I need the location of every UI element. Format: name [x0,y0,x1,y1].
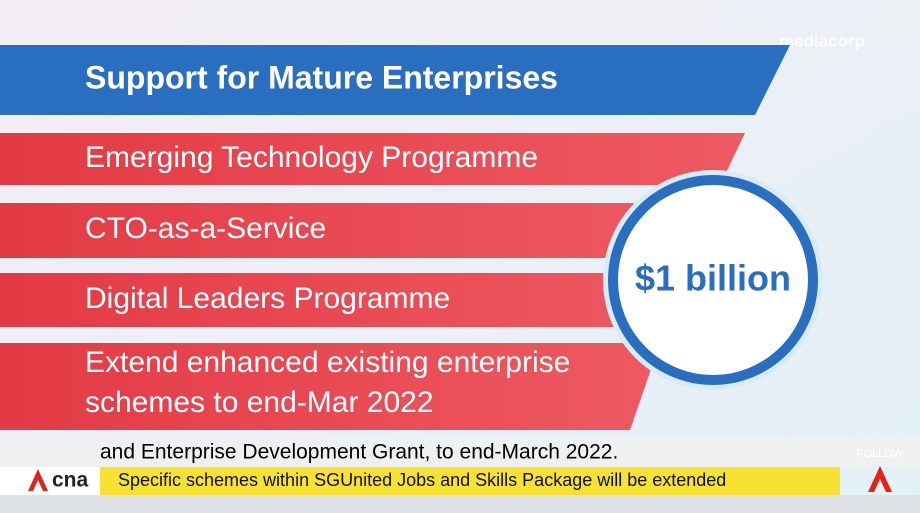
ticker-text: Specific schemes within SGUnited Jobs an… [118,470,726,490]
item-text: schemes to end-Mar 2022 [85,386,434,419]
badge-amount: $1 billion [635,258,791,299]
item-text: Emerging Technology Programme [85,141,538,174]
item-bar [0,133,745,185]
logo-box [0,467,100,495]
badge-circle [608,175,818,385]
item-text: Digital Leaders Programme [85,282,450,315]
item-text: CTO-as-a-Service [85,212,326,245]
item-bar [0,343,660,430]
item-bar [0,203,690,258]
logo-text: cna [52,469,89,492]
caption: and Enterprise Development Grant, to end… [100,441,618,464]
title-banner [0,45,790,115]
title: Support for Mature Enterprises [85,59,558,95]
caption-bar [0,437,920,467]
item-text: Extend enhanced existing enterprise [85,346,570,379]
item-bar [0,273,690,327]
follow-label: FOLLOW [857,448,904,460]
bottom-strip [0,495,920,513]
logo-mark [28,469,48,491]
broadcaster-logo: mediacorp [779,31,865,50]
follow-logo [868,466,892,492]
ticker-bar [100,467,840,495]
